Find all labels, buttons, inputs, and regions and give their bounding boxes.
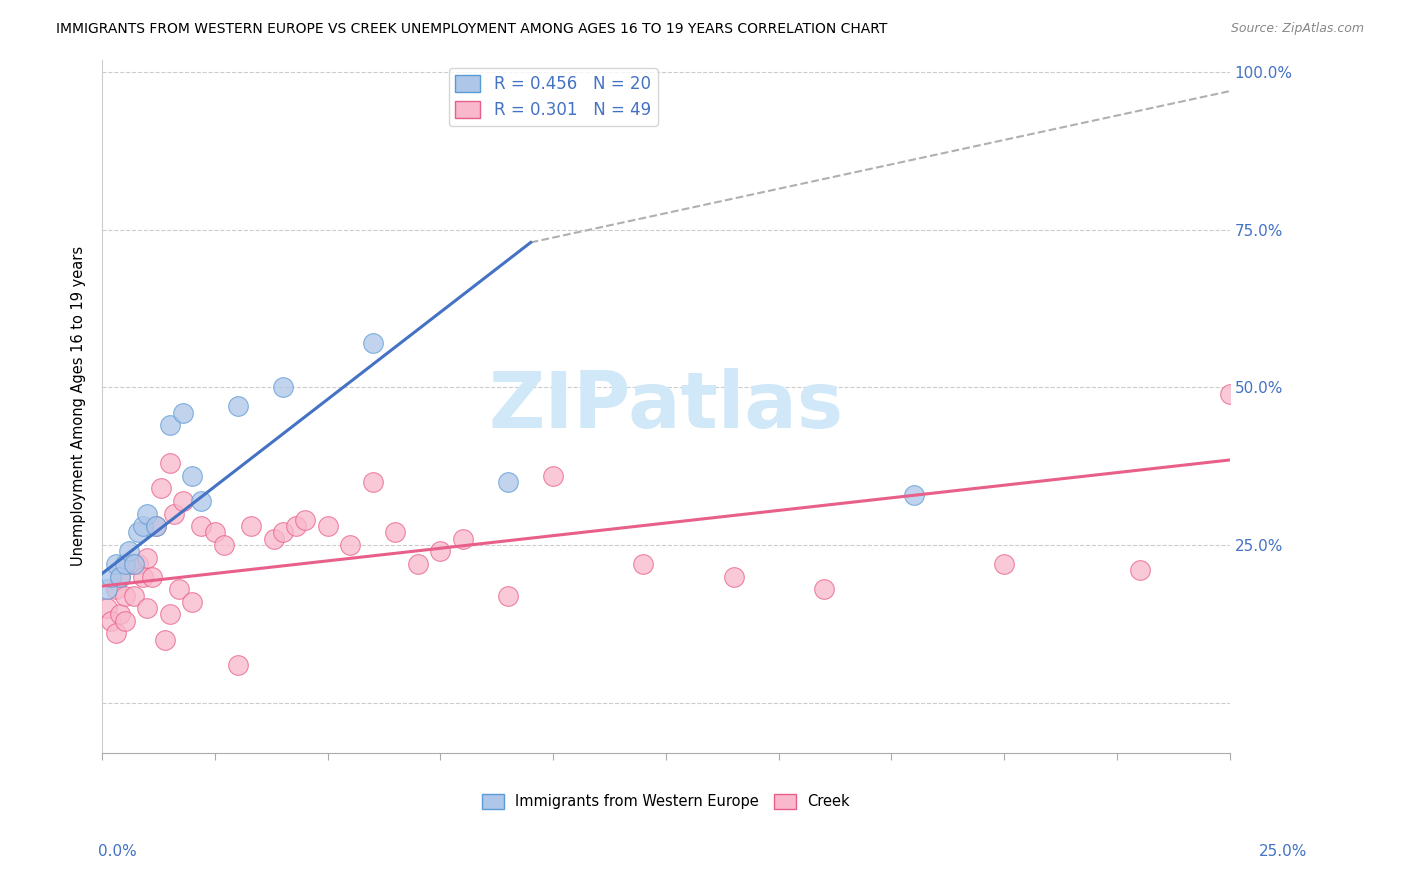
- Point: [145, 519, 167, 533]
- Point: [263, 532, 285, 546]
- Point: [406, 557, 429, 571]
- Point: [114, 557, 136, 571]
- Point: [226, 400, 249, 414]
- Point: [118, 557, 141, 571]
- Point: [122, 557, 145, 571]
- Point: [110, 569, 132, 583]
- Point: [149, 481, 172, 495]
- Point: [813, 582, 835, 597]
- Point: [903, 488, 925, 502]
- Point: [172, 494, 194, 508]
- Point: [136, 550, 159, 565]
- Point: [294, 513, 316, 527]
- Point: [339, 538, 361, 552]
- Point: [496, 475, 519, 489]
- Point: [110, 569, 132, 583]
- Point: [127, 525, 149, 540]
- Point: [172, 406, 194, 420]
- Text: 0.0%: 0.0%: [98, 845, 138, 859]
- Point: [541, 468, 564, 483]
- Point: [155, 632, 177, 647]
- Point: [145, 519, 167, 533]
- Point: [104, 582, 127, 597]
- Point: [122, 589, 145, 603]
- Point: [114, 614, 136, 628]
- Point: [104, 626, 127, 640]
- Point: [1219, 386, 1241, 401]
- Text: ZIPatlas: ZIPatlas: [488, 368, 844, 444]
- Point: [127, 557, 149, 571]
- Y-axis label: Unemployment Among Ages 16 to 19 years: Unemployment Among Ages 16 to 19 years: [72, 246, 86, 566]
- Point: [136, 601, 159, 615]
- Text: 25.0%: 25.0%: [1260, 845, 1308, 859]
- Point: [190, 494, 212, 508]
- Point: [110, 607, 132, 622]
- Point: [163, 507, 186, 521]
- Point: [240, 519, 263, 533]
- Point: [212, 538, 235, 552]
- Point: [132, 569, 155, 583]
- Text: Source: ZipAtlas.com: Source: ZipAtlas.com: [1230, 22, 1364, 36]
- Point: [159, 607, 181, 622]
- Point: [136, 507, 159, 521]
- Point: [159, 418, 181, 433]
- Point: [226, 657, 249, 672]
- Point: [384, 525, 406, 540]
- Point: [96, 582, 118, 597]
- Point: [451, 532, 474, 546]
- Point: [190, 519, 212, 533]
- Point: [633, 557, 655, 571]
- Point: [496, 589, 519, 603]
- Point: [271, 525, 294, 540]
- Point: [96, 601, 118, 615]
- Point: [114, 589, 136, 603]
- Point: [118, 544, 141, 558]
- Point: [271, 380, 294, 394]
- Point: [361, 336, 384, 351]
- Point: [159, 456, 181, 470]
- Point: [104, 557, 127, 571]
- Point: [181, 595, 204, 609]
- Point: [181, 468, 204, 483]
- Point: [167, 582, 190, 597]
- Text: IMMIGRANTS FROM WESTERN EUROPE VS CREEK UNEMPLOYMENT AMONG AGES 16 TO 19 YEARS C: IMMIGRANTS FROM WESTERN EUROPE VS CREEK …: [56, 22, 887, 37]
- Point: [1128, 563, 1150, 577]
- Point: [316, 519, 339, 533]
- Point: [132, 519, 155, 533]
- Legend: Immigrants from Western Europe, Creek: Immigrants from Western Europe, Creek: [477, 789, 856, 815]
- Point: [100, 614, 122, 628]
- Point: [723, 569, 745, 583]
- Point: [285, 519, 308, 533]
- Point: [429, 544, 451, 558]
- Point: [100, 569, 122, 583]
- Point: [361, 475, 384, 489]
- Point: [993, 557, 1015, 571]
- Point: [204, 525, 226, 540]
- Point: [122, 557, 145, 571]
- Point: [141, 569, 163, 583]
